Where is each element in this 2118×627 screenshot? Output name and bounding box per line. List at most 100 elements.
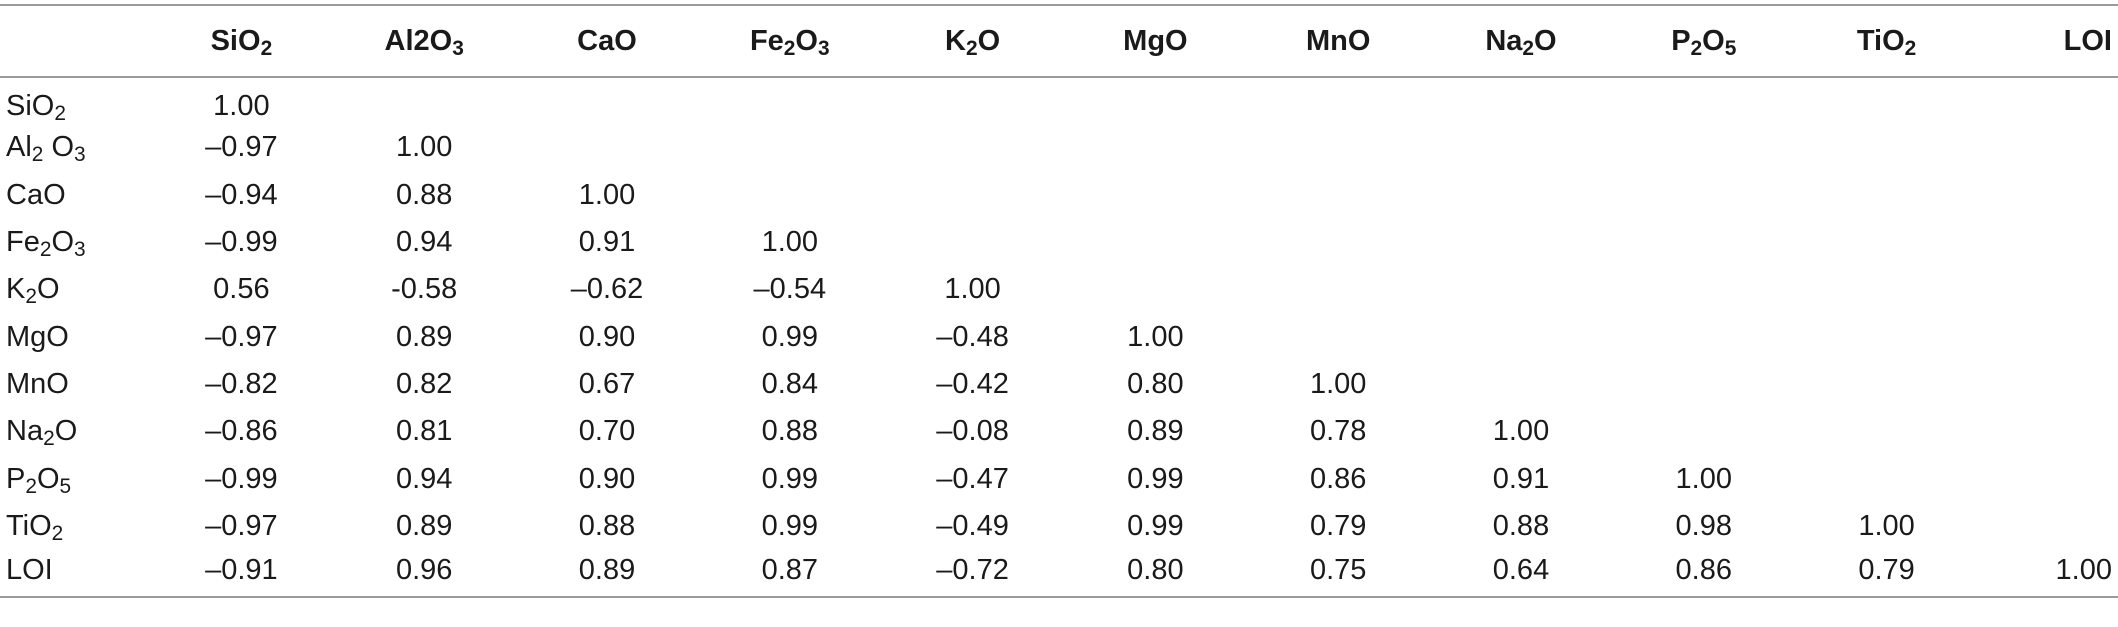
table-cell: –0.97 bbox=[205, 320, 278, 353]
row-label: MgO bbox=[0, 313, 150, 360]
table-cell bbox=[1795, 361, 1978, 408]
table-cell: 0.78 bbox=[1309, 415, 1367, 448]
table-cell bbox=[1978, 219, 2118, 266]
table-cell: 0.99 bbox=[761, 509, 819, 542]
table-cell bbox=[333, 77, 516, 124]
formula-tail: O bbox=[1702, 24, 1725, 57]
table-cell: 0.99 bbox=[761, 462, 819, 495]
formula-subscript: 3 bbox=[452, 36, 464, 60]
table-cell bbox=[1064, 219, 1247, 266]
column-header-fe2o3: Fe2O3 bbox=[698, 4, 882, 78]
formula-tail: O bbox=[36, 462, 60, 495]
table-cell bbox=[698, 124, 881, 171]
table-cell: 0.79 bbox=[1795, 549, 1978, 599]
table-cell bbox=[881, 219, 1064, 266]
table-cell bbox=[1064, 172, 1247, 219]
row-label: P2O5 bbox=[0, 455, 150, 502]
table-row: MnO –0.82 0.82 0.67 0.84 –0.42 0.80 1.00 bbox=[0, 361, 2118, 408]
table-cell: 1.00 bbox=[761, 226, 819, 259]
table-cell bbox=[1064, 77, 1247, 124]
table-cell: –0.99 bbox=[205, 462, 278, 495]
table-cell: –0.99 bbox=[205, 226, 278, 259]
table-header-row: SiO2 Al2O3 CaO Fe2O3 K2O MgO MnO Na2O P2O5 TiO2 LO… bbox=[0, 4, 2118, 78]
formula-base: Al2O bbox=[384, 24, 453, 57]
table-cell bbox=[1612, 313, 1795, 360]
table-cell: –0.97 bbox=[205, 509, 278, 542]
table-cell: 0.90 bbox=[578, 462, 636, 495]
column-header-cao: CaO bbox=[515, 4, 699, 78]
table-cell: 0.81 bbox=[395, 415, 453, 448]
table-cell bbox=[1978, 361, 2118, 408]
table-cell: 0.70 bbox=[578, 415, 636, 448]
table-cell: –0.54 bbox=[753, 273, 827, 306]
table-cell: 0.90 bbox=[578, 320, 636, 353]
table-cell: 0.64 bbox=[1429, 549, 1613, 599]
table-cell: 1.00 bbox=[1309, 367, 1367, 400]
formula-base: SiO bbox=[210, 24, 261, 57]
table-cell: 1.00 bbox=[1858, 509, 1915, 542]
table-cell bbox=[1430, 77, 1613, 124]
table-row: Fe2O3 –0.99 0.94 0.91 1.00 bbox=[0, 219, 2118, 266]
column-header-na2o: Na2O bbox=[1429, 4, 1613, 78]
row-label: SiO2 bbox=[0, 77, 150, 124]
table-cell bbox=[1612, 172, 1795, 219]
table-cell bbox=[1612, 219, 1795, 266]
table-cell: 0.88 bbox=[578, 509, 636, 542]
table-cell: 0.79 bbox=[1309, 509, 1367, 542]
table-cell bbox=[1612, 266, 1795, 313]
table-cell: 1.00 bbox=[213, 89, 270, 122]
table-cell: 0.88 bbox=[1492, 509, 1550, 542]
header-corner-cell bbox=[0, 4, 150, 78]
formula-base: CaO bbox=[6, 178, 66, 211]
formula-tail: O bbox=[795, 24, 818, 57]
formula-subscript: 3 bbox=[74, 143, 86, 167]
table-cell: –0.72 bbox=[881, 549, 1064, 599]
table-cell bbox=[1978, 408, 2118, 455]
table-cell bbox=[1247, 266, 1430, 313]
table-cell: 0.67 bbox=[578, 367, 636, 400]
table-cell bbox=[1612, 408, 1795, 455]
table-cell: 1.00 bbox=[1492, 415, 1550, 448]
table-cell bbox=[1795, 172, 1978, 219]
table-cell bbox=[1430, 219, 1613, 266]
table-cell bbox=[516, 77, 699, 124]
table-cell bbox=[1978, 77, 2118, 124]
table-cell: –0.42 bbox=[936, 367, 1009, 400]
row-label: TiO2 bbox=[0, 503, 150, 550]
table-row: Na2O –0.86 0.81 0.70 0.88 –0.08 0.89 0.78 1.00 bbox=[0, 408, 2118, 455]
formula-subscript: 3 bbox=[817, 36, 830, 60]
table-cell: 0.84 bbox=[761, 367, 819, 400]
table-cell bbox=[1430, 266, 1613, 313]
formula-base: Na bbox=[1485, 24, 1523, 57]
table-cell bbox=[1612, 124, 1795, 171]
formula-tail: O bbox=[36, 273, 60, 306]
table-cell: –0.91 bbox=[150, 549, 333, 599]
table-cell bbox=[1795, 266, 1978, 313]
row-label: Al2 O3 bbox=[0, 124, 150, 171]
row-label: Na2O bbox=[0, 408, 150, 455]
table-cell: 0.99 bbox=[1127, 509, 1184, 542]
table-row: P2O5 –0.99 0.94 0.90 0.99 –0.47 0.99 0.86 0.91 1.… bbox=[0, 455, 2118, 502]
table-cell: 0.87 bbox=[698, 549, 882, 599]
table-row: TiO2 –0.97 0.89 0.88 0.99 –0.49 0.99 0.79 0.88 0.… bbox=[0, 503, 2118, 550]
table-cell: 1.00 bbox=[578, 178, 636, 211]
table-cell: –0.97 bbox=[205, 131, 278, 164]
table-cell bbox=[1978, 172, 2118, 219]
table-cell: 0.86 bbox=[1612, 549, 1796, 599]
table-cell bbox=[1064, 124, 1247, 171]
table-cell: 1.00 bbox=[1977, 549, 2118, 599]
formula-base: MgO bbox=[1123, 24, 1188, 57]
column-header-p2o5: P2O5 bbox=[1612, 4, 1796, 78]
formula-subscript: 2 bbox=[1904, 36, 1917, 60]
formula-base: MnO bbox=[1305, 24, 1371, 57]
row-label: LOI bbox=[0, 549, 150, 599]
row-label: K2O bbox=[0, 266, 150, 313]
table-cell: –0.82 bbox=[205, 367, 278, 400]
column-header-loi: LOI bbox=[1977, 4, 2118, 78]
formula-base: TiO bbox=[1856, 24, 1905, 57]
table-cell bbox=[1247, 124, 1430, 171]
table-cell: -0.58 bbox=[391, 273, 458, 306]
formula-base: SiO bbox=[6, 89, 55, 122]
row-label: Fe2O3 bbox=[0, 219, 150, 266]
